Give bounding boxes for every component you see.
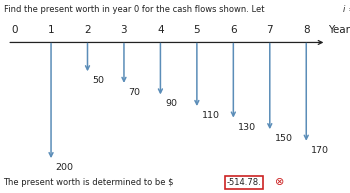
Text: 1: 1	[48, 25, 54, 35]
Text: 0: 0	[11, 25, 18, 35]
Text: 4: 4	[157, 25, 164, 35]
Text: 70: 70	[129, 88, 141, 97]
Text: 150: 150	[274, 134, 293, 143]
Text: 3: 3	[121, 25, 127, 35]
Text: 7: 7	[266, 25, 273, 35]
Text: 170: 170	[311, 146, 329, 155]
Text: = 16% per year.: = 16% per year.	[346, 5, 350, 14]
Text: 5: 5	[194, 25, 200, 35]
Text: 110: 110	[202, 111, 219, 120]
Text: The present worth is determined to be $: The present worth is determined to be $	[4, 178, 177, 187]
Text: ⊗: ⊗	[275, 177, 285, 187]
Text: 200: 200	[56, 163, 74, 172]
Text: 130: 130	[238, 123, 256, 132]
Text: i: i	[343, 5, 345, 14]
Text: 2: 2	[84, 25, 91, 35]
Text: 8: 8	[303, 25, 309, 35]
Text: 50: 50	[92, 76, 104, 85]
Text: -514.78.: -514.78.	[227, 178, 262, 187]
Text: Year: Year	[328, 25, 350, 35]
Text: Find the present worth in year 0 for the cash flows shown. Let: Find the present worth in year 0 for the…	[4, 5, 267, 14]
Text: 6: 6	[230, 25, 237, 35]
Text: 90: 90	[165, 99, 177, 108]
